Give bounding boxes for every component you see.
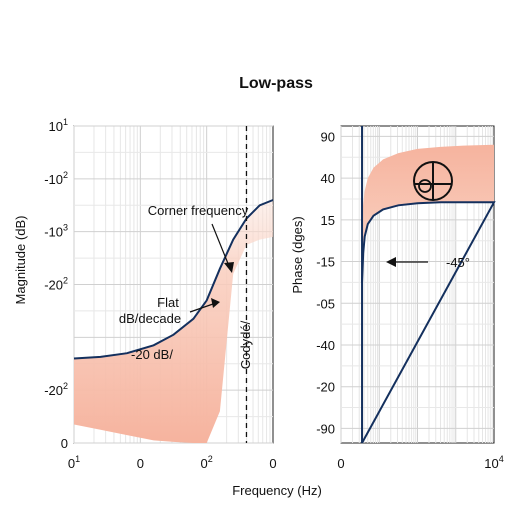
phase-xtick: 104 <box>484 454 503 471</box>
phase-ytick: -15 <box>316 255 335 270</box>
minus45-arrow-head <box>386 257 396 267</box>
magnitude-xtick: 01 <box>68 454 80 471</box>
magnitude-band <box>74 200 273 443</box>
corner-arrow-line <box>211 223 230 267</box>
magnitude-ytick: -103 <box>44 223 68 240</box>
figure-title: Low-pass <box>239 75 313 92</box>
corner-arrow-head <box>224 262 234 273</box>
figure-xlabel: Frequency (Hz) <box>232 483 322 498</box>
phase-ytick: -40 <box>316 338 335 353</box>
phase-ytick: 15 <box>321 213 335 228</box>
phase-ylabel: Phase (dges) <box>290 216 305 293</box>
phase-band <box>362 144 494 283</box>
magnitude-ylabel: Magnitude (dB) <box>13 216 28 305</box>
phase-ticks: -90 -20 -40 -05 -15 15 40 90 0 104 <box>316 129 504 471</box>
annotation-corner-frequency: Corner frequency <box>148 203 249 218</box>
magnitude-ytick: -102 <box>44 170 68 187</box>
magnitude-xtick: 0 <box>137 456 144 471</box>
phase-ytick: -20 <box>316 380 335 395</box>
annotation-db-decade: dB/decade <box>119 311 181 326</box>
flat-arrow-line <box>189 303 214 313</box>
phase-curve <box>361 201 496 444</box>
annotation-slope: -20 dB/ <box>131 347 173 362</box>
magnitude-ytick: -202 <box>44 381 68 398</box>
magnitude-xtick: 02 <box>201 454 213 471</box>
annotation-rotated: Codydé/ <box>238 320 253 369</box>
magnitude-ytick: -202 <box>44 276 68 293</box>
phase-symbol-icon <box>413 161 453 201</box>
phase-ytick: 90 <box>321 129 335 144</box>
magnitude-ytick: 0 <box>61 436 68 451</box>
phase-ytick: -90 <box>316 421 335 436</box>
phase-ytick: 40 <box>321 171 335 186</box>
magnitude-ytick: 101 <box>49 117 68 134</box>
magnitude-curve <box>73 199 274 360</box>
flat-arrow-head <box>211 298 220 308</box>
magnitude-xtick: 0 <box>269 456 276 471</box>
annotation-minus45: -45° <box>446 255 470 270</box>
phase-panel: -90 -20 -40 -05 -15 15 40 90 0 104 Phase (dges) -… <box>290 125 504 471</box>
phase-ytick: -05 <box>316 296 335 311</box>
annotation-flat: Flat <box>157 295 179 310</box>
phase-xtick: 0 <box>337 456 344 471</box>
